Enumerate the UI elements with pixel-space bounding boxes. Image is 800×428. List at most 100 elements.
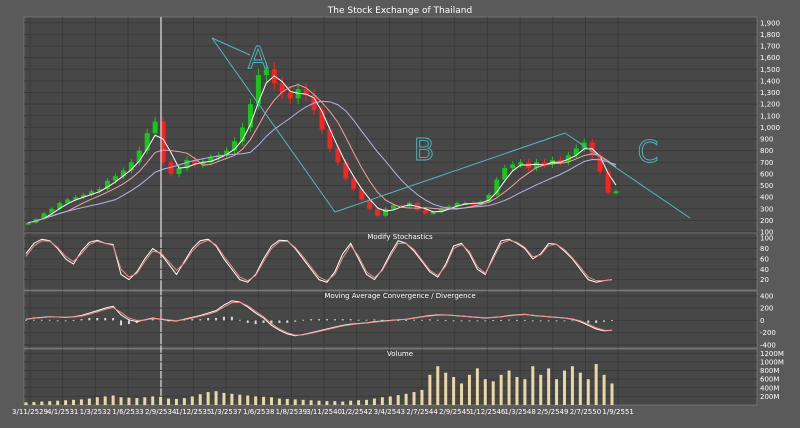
- volume-bar: [452, 377, 456, 405]
- chart-title: The Stock Exchange of Thailand: [327, 6, 472, 16]
- candle-body: [486, 194, 492, 202]
- trendline: [564, 132, 691, 219]
- macd-histogram-bar: [246, 320, 249, 323]
- macd-title: Moving Average Convergence / Divergence: [324, 292, 475, 300]
- volume-bar: [79, 399, 83, 405]
- macd-histogram-bar: [571, 320, 574, 322]
- candle-body: [128, 162, 134, 171]
- volume-bar: [143, 397, 147, 405]
- volume-bar: [127, 397, 131, 405]
- candle-body: [263, 69, 269, 76]
- price-panel: [23, 16, 758, 233]
- macd-histogram-bar: [199, 319, 202, 321]
- volume-bar: [198, 394, 202, 405]
- y-tick-label: 400: [760, 194, 773, 202]
- volume-bar: [64, 400, 68, 405]
- macd-histogram-bar: [484, 320, 487, 322]
- macd-histogram-bar: [452, 320, 455, 322]
- stochastic-panel: [23, 232, 758, 291]
- macd-histogram-bar: [159, 320, 162, 322]
- candle-body: [510, 164, 516, 169]
- macd-histogram-bar: [72, 319, 75, 321]
- volume-bar: [95, 397, 99, 405]
- candle-body: [359, 189, 365, 200]
- x-tick-label: 2/7/2544: [406, 408, 438, 416]
- candle-body: [581, 142, 587, 149]
- volume-bar: [396, 395, 400, 405]
- macd-histogram-bar: [436, 319, 439, 321]
- x-tick-label: 3/11/2529: [12, 408, 48, 416]
- volume-bar: [547, 368, 551, 405]
- candle-body: [184, 159, 190, 169]
- stochastic-y-tick-label: 60: [760, 255, 769, 263]
- x-tick-label: 1/3/2532: [80, 408, 111, 416]
- macd-histogram-bar: [428, 319, 431, 321]
- stoch-d-line: [25, 239, 613, 282]
- x-tick-label: 1/3/2548: [504, 408, 535, 416]
- volume-bar: [491, 381, 495, 405]
- macd-histogram-bar: [310, 319, 313, 321]
- macd-histogram-bar: [373, 319, 376, 321]
- y-tick-label: 300: [760, 205, 773, 213]
- volume-bar: [206, 392, 210, 405]
- macd-histogram-bar: [603, 320, 606, 322]
- candle-body: [89, 191, 95, 195]
- x-tick-label: 2/9/2534: [145, 408, 177, 416]
- volume-panel: [23, 348, 758, 406]
- candle-body: [160, 121, 166, 163]
- macd-histogram-bar: [341, 319, 344, 321]
- volume-bar: [254, 396, 258, 405]
- macd-histogram-bar: [397, 320, 400, 321]
- x-tick-label: 1/2/2542: [341, 408, 372, 416]
- candle-body: [597, 155, 603, 172]
- volume-bar: [222, 392, 226, 405]
- macd-histogram-bar: [215, 317, 218, 321]
- volume-bar: [309, 400, 313, 405]
- volume-bar: [56, 400, 60, 405]
- volume-bar: [40, 401, 44, 405]
- candle-body: [470, 202, 476, 205]
- macd-histogram-bar: [191, 319, 194, 321]
- candle-body: [104, 180, 110, 189]
- candle-body: [613, 191, 619, 194]
- volume-bar: [135, 398, 139, 405]
- volume-bar: [119, 397, 123, 405]
- candle-body: [65, 199, 71, 203]
- stochastic-y-tick-label: 100: [760, 235, 773, 243]
- macd-histogram-bar: [230, 316, 233, 321]
- candle-body: [518, 162, 524, 165]
- stochastic-y-tick-label: 40: [760, 266, 769, 274]
- macd-histogram-bar: [420, 319, 423, 321]
- x-tick-label: 4/1/2531: [47, 408, 78, 416]
- macd-histogram-bar: [222, 316, 225, 321]
- macd-histogram-bar: [349, 319, 352, 321]
- macd-histogram-bar: [56, 320, 59, 322]
- volume-bar: [103, 396, 107, 405]
- volume-bar: [87, 398, 91, 405]
- x-tick-label: 1/3/2537: [210, 408, 241, 416]
- candle-body: [303, 89, 309, 95]
- y-tick-label: 1,500: [760, 66, 780, 74]
- y-tick-label: 100: [760, 229, 773, 237]
- candle-body: [422, 209, 428, 214]
- candle-body: [557, 159, 563, 163]
- x-tick-label: 1/12/2546: [469, 408, 505, 416]
- macd-histogram-bar: [365, 319, 368, 321]
- volume-bar: [610, 383, 614, 405]
- x-tick-label: 3/4/2543: [374, 408, 405, 416]
- macd-histogram-bar: [500, 320, 503, 321]
- macd-histogram-bar: [32, 319, 35, 321]
- volume-bar: [420, 389, 424, 405]
- candle-body: [176, 168, 182, 174]
- macd-histogram-bar: [444, 320, 447, 321]
- x-tick-label: 1/9/2551: [602, 408, 633, 416]
- macd-histogram-bar: [278, 320, 281, 323]
- wave-label-a: A: [248, 41, 269, 76]
- y-tick-label: 1,800: [760, 31, 780, 39]
- macd-histogram-bar: [302, 319, 305, 321]
- x-tick-label: 1/8/2539: [276, 408, 307, 416]
- candle-body: [200, 162, 206, 165]
- macd-histogram-bar: [515, 319, 518, 321]
- macd-histogram-bar: [112, 317, 115, 321]
